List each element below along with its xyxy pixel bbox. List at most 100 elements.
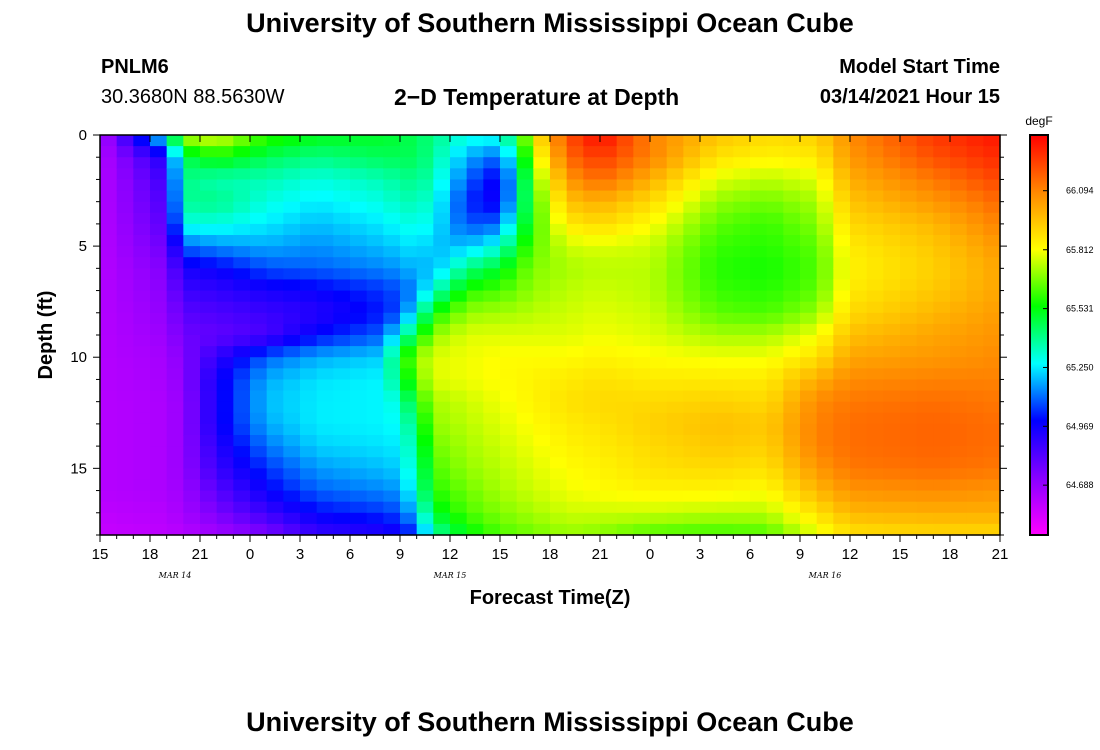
heatmap-cell xyxy=(550,346,568,358)
heatmap-cell xyxy=(950,490,968,503)
heatmap-cell xyxy=(783,512,801,525)
heatmap-cell xyxy=(983,312,1001,325)
heatmap-cell xyxy=(266,268,284,281)
heatmap-cell xyxy=(600,312,618,325)
heatmap-cell xyxy=(666,479,684,492)
heatmap-cell xyxy=(700,357,718,369)
heatmap-cell xyxy=(350,390,368,403)
heatmap-cell xyxy=(383,268,401,281)
heatmap-cell xyxy=(583,190,601,203)
heatmap-cell xyxy=(583,146,601,158)
heatmap-cell xyxy=(816,223,834,236)
heatmap-cell xyxy=(850,268,868,281)
heatmap-cell xyxy=(150,257,168,269)
heatmap-cell xyxy=(316,235,334,247)
heatmap-cell xyxy=(283,335,301,347)
heatmap-cell xyxy=(833,246,851,258)
heatmap-cell xyxy=(566,346,584,358)
heatmap-cell xyxy=(416,446,434,458)
heatmap-cell xyxy=(350,357,368,369)
heatmap-cell xyxy=(200,301,218,314)
heatmap-cell xyxy=(433,435,451,447)
heatmap-cell xyxy=(283,401,301,414)
heatmap-cell xyxy=(350,246,368,258)
heatmap-cell xyxy=(516,368,534,381)
heatmap-cell xyxy=(500,490,518,503)
heatmap-cell xyxy=(950,168,968,181)
heatmap-cell xyxy=(466,412,484,425)
heatmap-cell xyxy=(783,457,801,469)
heatmap-cell xyxy=(500,390,518,403)
heatmap-cell xyxy=(250,412,268,425)
heatmap-cell xyxy=(750,501,768,514)
heatmap-cell xyxy=(516,457,534,469)
heatmap-cell xyxy=(383,257,401,269)
heatmap-cell xyxy=(533,490,551,503)
heatmap-cell xyxy=(350,323,368,336)
heatmap-cell xyxy=(633,290,651,303)
heatmap-cell xyxy=(533,379,551,392)
heatmap-cell xyxy=(250,490,268,503)
heatmap-cell xyxy=(266,457,284,469)
heatmap-cell xyxy=(800,468,818,481)
heatmap-cell xyxy=(750,212,768,225)
heatmap-cell xyxy=(466,279,484,292)
heatmap-cell xyxy=(616,323,634,336)
heatmap-cell xyxy=(183,368,201,381)
heatmap-cell xyxy=(583,501,601,514)
heatmap-cell xyxy=(800,457,818,469)
heatmap-cell xyxy=(450,190,468,203)
heatmap-cell xyxy=(250,235,268,247)
heatmap-cell xyxy=(283,290,301,303)
heatmap-cell xyxy=(466,523,484,536)
heatmap-cell xyxy=(683,301,701,314)
heatmap-cell xyxy=(733,379,751,392)
heatmap-cell xyxy=(316,212,334,225)
heatmap-cell xyxy=(816,368,834,381)
heatmap-cell xyxy=(700,412,718,425)
heatmap-cell xyxy=(150,168,168,181)
heatmap-cell xyxy=(500,312,518,325)
heatmap-cell xyxy=(950,135,968,147)
heatmap-cell xyxy=(366,357,384,369)
heatmap-cell xyxy=(300,190,318,203)
heatmap-cell xyxy=(300,346,318,358)
heatmap-cell xyxy=(100,401,118,414)
heatmap-cell xyxy=(316,457,334,469)
heatmap-cell xyxy=(600,190,618,203)
heatmap-cell xyxy=(483,457,501,469)
heatmap-cell xyxy=(216,490,234,503)
heatmap-cell xyxy=(583,368,601,381)
heatmap-cell xyxy=(466,146,484,158)
heatmap-cell xyxy=(216,357,234,369)
heatmap-cell xyxy=(100,368,118,381)
heatmap-cell xyxy=(683,312,701,325)
heatmap-cell xyxy=(150,335,168,347)
heatmap-cell xyxy=(983,435,1001,447)
heatmap-cell xyxy=(800,368,818,381)
heatmap-cell xyxy=(916,335,934,347)
heatmap-cell xyxy=(166,179,184,192)
heatmap-cell xyxy=(300,246,318,258)
heatmap-cell xyxy=(766,479,784,492)
heatmap-cell xyxy=(950,279,968,292)
heatmap-cell xyxy=(550,512,568,525)
heatmap-cell xyxy=(700,268,718,281)
heatmap-cell xyxy=(716,190,734,203)
heatmap-cell xyxy=(750,357,768,369)
heatmap-cell xyxy=(500,368,518,381)
heatmap-cell xyxy=(900,335,918,347)
heatmap-cell xyxy=(383,412,401,425)
heatmap-cell xyxy=(100,135,118,147)
heatmap-cell xyxy=(466,368,484,381)
heatmap-cell xyxy=(983,512,1001,525)
heatmap-cell xyxy=(300,435,318,447)
heatmap-cell xyxy=(516,201,534,214)
heatmap-cell xyxy=(150,279,168,292)
heatmap-cell xyxy=(700,390,718,403)
heatmap-cell xyxy=(650,512,668,525)
heatmap-cell xyxy=(283,157,301,169)
heatmap-cell xyxy=(666,235,684,247)
heatmap-cell xyxy=(333,412,351,425)
heatmap-cell xyxy=(783,212,801,225)
